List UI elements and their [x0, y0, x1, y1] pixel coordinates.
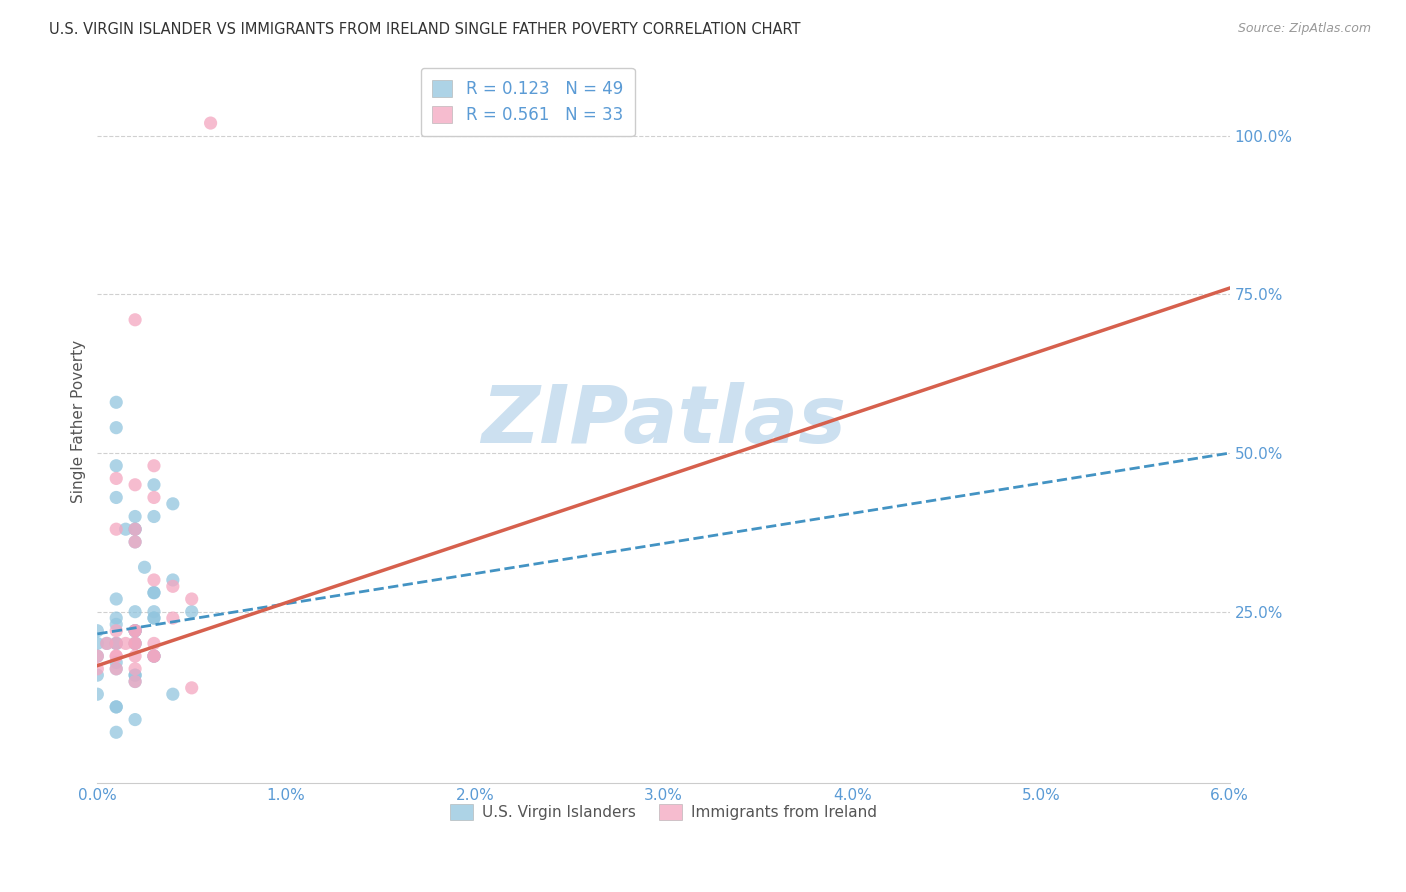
Point — [124, 522, 146, 536]
Point — [105, 662, 128, 676]
Point — [105, 420, 128, 434]
Point — [180, 592, 202, 607]
Point — [143, 636, 166, 650]
Point — [143, 585, 166, 599]
Point — [124, 668, 146, 682]
Point — [105, 522, 128, 536]
Point — [114, 522, 136, 536]
Point — [124, 636, 146, 650]
Point — [143, 605, 166, 619]
Point — [105, 624, 128, 638]
Point — [124, 509, 146, 524]
Point — [86, 662, 108, 676]
Point — [143, 649, 166, 664]
Point — [105, 662, 128, 676]
Point — [124, 662, 146, 676]
Point — [124, 636, 146, 650]
Point — [96, 636, 118, 650]
Point — [105, 656, 128, 670]
Point — [105, 611, 128, 625]
Point — [124, 649, 146, 664]
Point — [134, 560, 156, 574]
Point — [105, 491, 128, 505]
Point — [105, 636, 128, 650]
Point — [162, 497, 184, 511]
Point — [105, 699, 128, 714]
Point — [143, 649, 166, 664]
Point — [105, 395, 128, 409]
Point — [143, 573, 166, 587]
Point — [162, 611, 184, 625]
Point — [86, 668, 108, 682]
Point — [124, 624, 146, 638]
Point — [124, 624, 146, 638]
Point — [105, 649, 128, 664]
Point — [114, 636, 136, 650]
Point — [124, 624, 146, 638]
Point — [162, 687, 184, 701]
Point — [143, 649, 166, 664]
Point — [105, 636, 128, 650]
Point — [86, 636, 108, 650]
Point — [124, 477, 146, 491]
Text: U.S. VIRGIN ISLANDER VS IMMIGRANTS FROM IRELAND SINGLE FATHER POVERTY CORRELATIO: U.S. VIRGIN ISLANDER VS IMMIGRANTS FROM … — [49, 22, 800, 37]
Y-axis label: Single Father Poverty: Single Father Poverty — [72, 340, 86, 503]
Point — [105, 725, 128, 739]
Point — [162, 573, 184, 587]
Point — [86, 687, 108, 701]
Point — [180, 681, 202, 695]
Point — [124, 713, 146, 727]
Point — [124, 624, 146, 638]
Point — [124, 668, 146, 682]
Point — [124, 674, 146, 689]
Point — [105, 699, 128, 714]
Point — [105, 458, 128, 473]
Point — [162, 579, 184, 593]
Point — [86, 649, 108, 664]
Text: ZIPatlas: ZIPatlas — [481, 383, 846, 460]
Point — [105, 649, 128, 664]
Point — [124, 535, 146, 549]
Point — [143, 491, 166, 505]
Point — [124, 522, 146, 536]
Point — [124, 636, 146, 650]
Legend: U.S. Virgin Islanders, Immigrants from Ireland: U.S. Virgin Islanders, Immigrants from I… — [444, 797, 883, 826]
Point — [124, 535, 146, 549]
Point — [105, 636, 128, 650]
Point — [124, 674, 146, 689]
Point — [124, 522, 146, 536]
Point — [180, 605, 202, 619]
Point — [143, 611, 166, 625]
Text: Source: ZipAtlas.com: Source: ZipAtlas.com — [1237, 22, 1371, 36]
Point — [143, 509, 166, 524]
Point — [124, 313, 146, 327]
Point — [143, 585, 166, 599]
Point — [86, 624, 108, 638]
Point — [86, 649, 108, 664]
Point — [124, 624, 146, 638]
Point — [143, 477, 166, 491]
Point — [124, 605, 146, 619]
Point — [105, 617, 128, 632]
Point — [200, 116, 222, 130]
Point — [105, 592, 128, 607]
Point — [96, 636, 118, 650]
Point — [143, 611, 166, 625]
Point — [143, 649, 166, 664]
Point — [143, 458, 166, 473]
Point — [124, 636, 146, 650]
Point — [105, 471, 128, 485]
